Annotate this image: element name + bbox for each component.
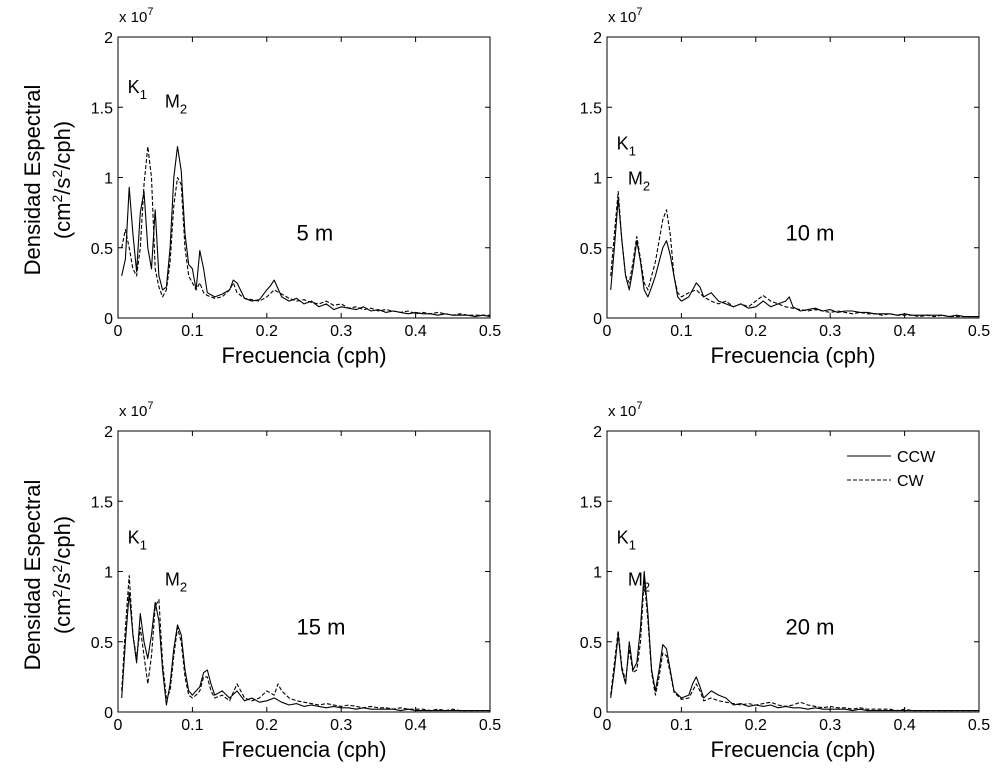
panel-2-axes-box <box>606 36 980 319</box>
panel-1: 0 0.1 0.2 0.3 0.4 0.5 0 0.5 1 1.5 2 x 107 Frecuencia… <box>91 6 501 368</box>
panel-3-ytick-label: 0.5 <box>91 635 113 652</box>
panel-4-ytick-label: 1.5 <box>580 494 602 511</box>
panel-3: 0 0.1 0.2 0.3 0.4 0.5 0 0.5 1 1.5 2 x 107 Frecuencia… <box>91 400 501 762</box>
panel-3-xtick-label: 0.2 <box>256 717 278 734</box>
panel-3-depth-label: 15 m <box>297 615 346 640</box>
panel-4: 0 0.1 0.2 0.3 0.4 0.5 0 0.5 1 1.5 2 x 107 Frecuencia… <box>580 400 990 762</box>
panel-4-xtick-label: 0 <box>603 717 612 734</box>
ylabel-top-line2: (cm2/s2/cph) <box>49 121 75 239</box>
panel-4-depth-label: 20 m <box>786 615 835 640</box>
panel-2-ytick-label: 0.5 <box>580 241 602 258</box>
panel-3-xtick-label: 0.4 <box>404 717 426 734</box>
panel-4-series-ccw <box>610 570 979 712</box>
panel-1-ytick-label: 1.5 <box>91 100 113 117</box>
legend-label-cw: CW <box>897 473 925 490</box>
panel-4-xtick-label: 0.2 <box>745 717 767 734</box>
ylabel-top-line1: Densidad Espectral <box>20 85 45 276</box>
panel-4-peak-label-m2: M2 <box>628 570 650 595</box>
panel-4-peak-label-k1: K1 <box>617 527 636 552</box>
panel-3-ytick-label: 1.5 <box>91 494 113 511</box>
panel-3-xtick-label: 0.3 <box>330 717 352 734</box>
panel-1-xtick-label: 0.2 <box>256 323 278 340</box>
ylabel-bottom-units: (cm2/s2/cph) <box>49 516 75 634</box>
panel-2-ytick-label: 1 <box>593 171 602 188</box>
panel-3-ytick-label: 2 <box>104 424 113 441</box>
panel-3-xtick-label: 0.5 <box>479 717 501 734</box>
panel-2-xtick-label: 0.5 <box>968 323 990 340</box>
ylabel-top: Densidad Espectral <box>20 85 45 276</box>
ylabel-top-units: (cm2/s2/cph) <box>49 121 75 239</box>
panel-1-xtick-label: 0.1 <box>181 323 203 340</box>
panel-4-xtick-label: 0.4 <box>893 717 915 734</box>
panel-2-peak-label-k1: K1 <box>617 133 636 158</box>
panel-3-xtick-label: 0.1 <box>181 717 203 734</box>
panel-3-series-ccw <box>121 592 490 712</box>
panel-1-ytick-label: 1 <box>104 171 113 188</box>
panel-1-ytick-label: 0.5 <box>91 241 113 258</box>
panel-1-peak-label-m2: M2 <box>165 91 187 116</box>
panel-1-multiplier: x 107 <box>119 6 153 26</box>
panel-1-series-cw <box>121 146 490 316</box>
panel-2-ytick-label: 1.5 <box>580 100 602 117</box>
panel-4-series-cw <box>610 577 979 712</box>
panel-2-series-cw <box>610 191 979 318</box>
panel-2-xtick-label: 0 <box>603 323 612 340</box>
panel-2-depth-label: 10 m <box>786 221 835 246</box>
panel-4-xtick-label: 0.5 <box>968 717 990 734</box>
panel-1-ytick-label: 0 <box>104 311 113 328</box>
panel-2-ytick-label: 0 <box>593 311 602 328</box>
panel-2-xlabel: Frecuencia (cph) <box>710 343 875 368</box>
ylabel-bottom-line1: Densidad Espectral <box>20 480 45 671</box>
panel-3-peak-label-k1: K1 <box>128 527 147 552</box>
panel-1-series-ccw <box>121 146 491 318</box>
panel-1-peak-label-k1: K1 <box>128 77 147 102</box>
ylabel-bottom: Densidad Espectral <box>20 480 45 671</box>
panel-1-depth-label: 5 m <box>297 221 334 246</box>
panel-3-series-cw <box>121 575 490 712</box>
panel-2-xtick-label: 0.3 <box>819 323 841 340</box>
panel-3-peak-label-m2: M2 <box>165 570 187 595</box>
panel-4-xlabel: Frecuencia (cph) <box>710 737 875 762</box>
panel-3-xtick-label: 0 <box>114 717 123 734</box>
panel-3-multiplier: x 107 <box>119 400 153 420</box>
panel-2-peak-label-m2: M2 <box>628 169 650 194</box>
panel-1-ytick-label: 2 <box>104 30 113 47</box>
panel-4-xtick-label: 0.3 <box>819 717 841 734</box>
panel-1-xtick-label: 0.3 <box>330 323 352 340</box>
panel-1-xtick-label: 0 <box>114 323 123 340</box>
panel-4-ytick-label: 2 <box>593 424 602 441</box>
panel-2-series-ccw <box>610 198 979 318</box>
panel-3-ytick-label: 1 <box>104 565 113 582</box>
panel-2-multiplier: x 107 <box>608 6 642 26</box>
panel-4-ytick-label: 1 <box>593 565 602 582</box>
panel-3-xlabel: Frecuencia (cph) <box>221 737 386 762</box>
panel-2-xtick-label: 0.1 <box>670 323 692 340</box>
panel-4-xtick-label: 0.1 <box>670 717 692 734</box>
panel-2-ytick-label: 2 <box>593 30 602 47</box>
panel-2-xtick-label: 0.4 <box>893 323 915 340</box>
panel-1-xtick-label: 0.4 <box>404 323 426 340</box>
panel-4-ytick-label: 0 <box>593 705 602 722</box>
legend-label-ccw: CCW <box>897 449 936 466</box>
panel-1-xtick-label: 0.5 <box>479 323 501 340</box>
panel-4-multiplier: x 107 <box>608 400 642 420</box>
panel-2-xtick-label: 0.2 <box>745 323 767 340</box>
ylabel-bottom-line2: (cm2/s2/cph) <box>49 516 75 634</box>
panel-4-ytick-label: 0.5 <box>580 635 602 652</box>
panel-2: 0 0.1 0.2 0.3 0.4 0.5 0 0.5 1 1.5 2 x 107 Frecuencia… <box>580 6 990 368</box>
panel-3-ytick-label: 0 <box>104 705 113 722</box>
panel-1-xlabel: Frecuencia (cph) <box>221 343 386 368</box>
